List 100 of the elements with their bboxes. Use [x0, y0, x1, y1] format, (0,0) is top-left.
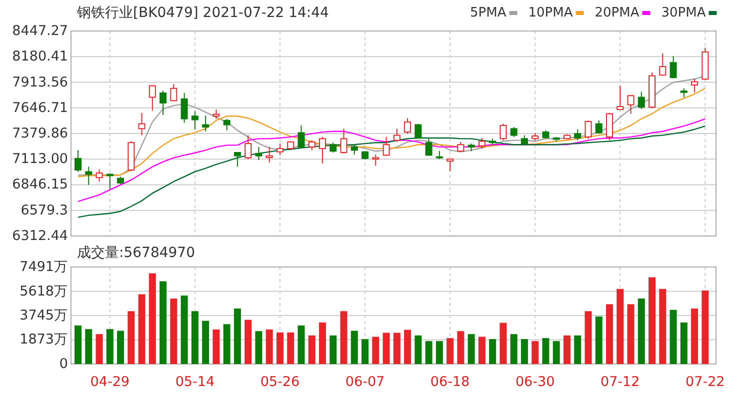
candlestick [659, 52, 666, 76]
bar [234, 308, 241, 364]
bar [202, 320, 210, 364]
y-tick-label: 3745万 [20, 308, 68, 324]
bar [680, 322, 688, 364]
candlestick [266, 146, 273, 163]
bar [425, 341, 432, 364]
bar [138, 294, 146, 364]
candlestick [510, 126, 518, 138]
candlestick [223, 118, 230, 131]
bar [542, 338, 550, 364]
bar [85, 329, 92, 364]
y-tick-label: 0 [59, 356, 68, 372]
bar [468, 334, 475, 364]
bar [362, 339, 369, 364]
bar [330, 335, 337, 364]
candlestick [691, 78, 698, 93]
legend-label: 20PMA [594, 6, 640, 20]
bar [489, 339, 496, 364]
candlestick [446, 158, 454, 172]
bar [404, 330, 412, 364]
x-tick-label: 05-26 [260, 374, 300, 390]
candlestick [670, 55, 677, 79]
candlestick [584, 120, 592, 140]
candlestick [138, 112, 146, 136]
bar [180, 296, 188, 364]
candlestick [255, 146, 262, 161]
bar [74, 325, 82, 364]
candlestick [170, 84, 178, 102]
bar [648, 277, 656, 364]
bar [340, 311, 348, 364]
x-tick-label: 05-14 [175, 374, 215, 390]
bar [478, 336, 486, 364]
candlestick [202, 115, 210, 132]
bar [584, 311, 592, 364]
bar [457, 331, 464, 364]
y-tick-label: 6579.3 [20, 202, 68, 218]
candlestick [74, 150, 82, 172]
candlestick [574, 128, 582, 141]
bar [520, 339, 528, 364]
candlestick [350, 144, 358, 156]
candlestick [627, 94, 634, 114]
bar [350, 330, 358, 364]
bar [308, 335, 316, 364]
candlestick [606, 112, 613, 141]
candlestick [595, 120, 602, 134]
bar [96, 334, 103, 364]
y-tick-label: 5618万 [20, 283, 68, 300]
bar [595, 316, 602, 364]
bar [117, 330, 124, 364]
candlestick [191, 110, 198, 130]
bar [414, 335, 422, 364]
candlestick [308, 140, 316, 151]
candlestick [318, 136, 326, 164]
candlestick [478, 138, 486, 150]
bar [170, 298, 178, 364]
bar [627, 304, 634, 364]
x-tick-label: 06-18 [430, 374, 470, 390]
bar [691, 308, 698, 364]
bar [638, 298, 645, 364]
bar [287, 332, 294, 364]
candlestick [404, 118, 412, 134]
legend-label: 10PMA [528, 6, 573, 20]
legend-label: 30PMA [661, 6, 706, 20]
bar [606, 304, 613, 364]
bar [532, 341, 539, 364]
bar [563, 335, 570, 364]
bar [128, 311, 135, 364]
bar [382, 332, 390, 364]
bar [266, 329, 273, 364]
y-tick-label: 1873万 [20, 332, 68, 348]
candlestick [520, 134, 528, 146]
bar [446, 338, 454, 364]
candlestick [382, 136, 390, 156]
bar [191, 311, 198, 364]
y-tick-label: 6846.15 [12, 176, 68, 193]
bar [223, 324, 230, 364]
bar [276, 332, 284, 364]
candlestick [106, 172, 114, 190]
bar [160, 281, 167, 364]
candlestick [234, 152, 241, 168]
candlestick [372, 154, 380, 166]
y-tick-label: 7646.71 [12, 100, 68, 116]
bar [318, 322, 326, 364]
bar [670, 310, 677, 364]
candlestick [85, 166, 92, 186]
bar [255, 331, 262, 364]
bar [436, 341, 443, 364]
y-tick-label: 7913.56 [12, 74, 68, 90]
bar [616, 288, 624, 364]
bar [552, 341, 560, 364]
x-tick-label: 07-22 [686, 374, 725, 390]
candlestick [616, 85, 624, 110]
candlestick [276, 143, 284, 156]
candlestick [500, 123, 507, 141]
candlestick [298, 124, 305, 150]
legend-label: 5PMA [470, 6, 506, 20]
candlestick [638, 91, 645, 110]
candlestick [148, 84, 156, 112]
bar [212, 329, 220, 364]
